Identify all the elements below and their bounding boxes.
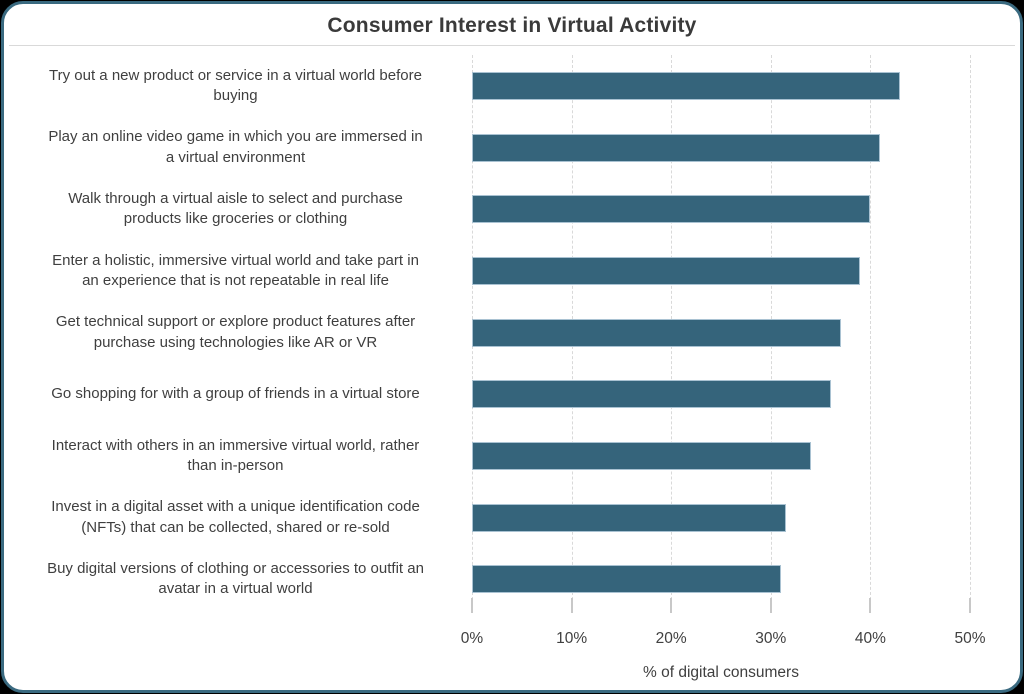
- bar-row: Enter a holistic, immersive virtual worl…: [4, 240, 1020, 302]
- bar-row: Walk through a virtual aisle to select a…: [4, 178, 1020, 240]
- bar: [472, 195, 871, 224]
- axis-tick-mark: [570, 598, 573, 613]
- bar-row: Interact with others in an immersive vir…: [4, 425, 1020, 487]
- axis-tick-mark: [769, 598, 772, 613]
- bar: [472, 256, 861, 285]
- bar: [472, 133, 881, 162]
- bar: [472, 503, 786, 532]
- bar-rows: Try out a new product or service in a vi…: [4, 55, 1020, 610]
- bar-row: Buy digital versions of clothing or acce…: [4, 548, 1020, 610]
- bar-track: [472, 55, 970, 117]
- x-axis: 0% 10% 20% 30% 40% 50%: [461, 630, 986, 650]
- bar-track: [472, 363, 970, 425]
- bar: [472, 71, 901, 100]
- x-tick-label: 0%: [460, 630, 484, 647]
- axis-tick-mark: [869, 598, 872, 613]
- axis-tick-mark: [670, 598, 673, 613]
- bar-track: [472, 302, 970, 364]
- bar-track: [472, 548, 970, 610]
- bar-track: [472, 117, 970, 179]
- bar-row: Go shopping for with a group of friends …: [4, 363, 1020, 425]
- bar-track: [472, 178, 970, 240]
- axis-tick-mark: [969, 598, 971, 613]
- bar: [472, 565, 781, 594]
- bar: [472, 380, 831, 409]
- category-label: Get technical support or explore product…: [55, 313, 416, 351]
- bar-track: [472, 487, 970, 549]
- gridline: [970, 55, 971, 610]
- bar: [472, 318, 841, 347]
- category-label: Buy digital versions of clothing or acce…: [47, 559, 424, 598]
- x-tick-label: 20%: [655, 630, 687, 647]
- bar-track: [472, 240, 970, 302]
- x-axis-title: % of digital consumers: [643, 664, 799, 681]
- category-label: Walk through a virtual aisle to select a…: [68, 189, 403, 228]
- chart-title: Consumer Interest in Virtual Activity: [327, 14, 697, 37]
- bar-row: Invest in a digital asset with a unique …: [4, 487, 1020, 549]
- bar-track: [472, 425, 970, 487]
- category-label: Invest in a digital asset with a unique …: [51, 498, 420, 536]
- category-label: Go shopping for with a group of friends …: [51, 385, 420, 403]
- category-label: Interact with others in an immersive vir…: [51, 436, 420, 474]
- x-tick-label: 30%: [755, 630, 787, 647]
- category-label: Try out a new product or service in a vi…: [49, 66, 422, 104]
- gridline: [870, 55, 872, 610]
- bar-row: Play an online video game in which you a…: [4, 117, 1020, 179]
- x-tick-label: 50%: [954, 630, 986, 647]
- category-label: Play an online video game in which you a…: [48, 128, 423, 166]
- category-label: Enter a holistic, immersive virtual worl…: [52, 251, 419, 289]
- x-tick-label: 10%: [556, 630, 588, 647]
- bar-row: Get technical support or explore product…: [4, 302, 1020, 364]
- x-tick-label: 40%: [854, 630, 886, 647]
- plot-area: Try out a new product or service in a vi…: [4, 55, 1020, 613]
- title-divider: [9, 45, 1015, 46]
- bar-row: Try out a new product or service in a vi…: [4, 55, 1020, 117]
- bar: [472, 441, 811, 470]
- axis-tick-mark: [471, 598, 473, 613]
